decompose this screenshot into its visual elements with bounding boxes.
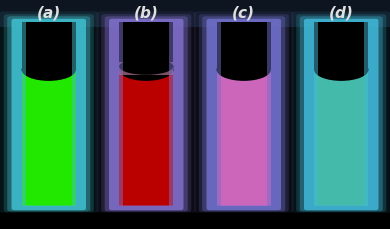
Bar <box>217 22 221 206</box>
Bar <box>217 70 271 206</box>
Ellipse shape <box>217 59 271 81</box>
FancyBboxPatch shape <box>194 11 293 213</box>
Bar <box>314 22 368 206</box>
Bar <box>217 22 271 206</box>
FancyBboxPatch shape <box>199 14 289 212</box>
Bar <box>72 22 76 206</box>
FancyBboxPatch shape <box>300 16 383 211</box>
Bar <box>22 70 76 206</box>
Text: (c): (c) <box>232 5 255 20</box>
FancyBboxPatch shape <box>7 16 90 211</box>
Ellipse shape <box>119 59 174 81</box>
Bar <box>119 70 174 206</box>
FancyBboxPatch shape <box>101 14 191 212</box>
Ellipse shape <box>119 58 174 75</box>
Bar <box>119 22 174 206</box>
Bar <box>0 0 390 27</box>
Bar <box>169 22 173 206</box>
FancyBboxPatch shape <box>96 11 196 213</box>
FancyBboxPatch shape <box>304 19 378 210</box>
Bar <box>217 205 271 206</box>
Bar <box>314 205 368 206</box>
Bar <box>314 22 318 206</box>
FancyBboxPatch shape <box>207 19 281 210</box>
Ellipse shape <box>21 59 76 81</box>
Bar <box>119 205 174 206</box>
Bar <box>364 22 368 206</box>
FancyBboxPatch shape <box>0 11 98 213</box>
FancyBboxPatch shape <box>105 16 188 211</box>
Text: (d): (d) <box>329 5 354 20</box>
Text: (b): (b) <box>134 5 159 20</box>
FancyBboxPatch shape <box>296 14 386 212</box>
Bar <box>22 205 76 206</box>
Bar <box>314 70 368 206</box>
Bar <box>22 22 26 206</box>
Ellipse shape <box>314 59 368 81</box>
Bar <box>267 22 271 206</box>
FancyBboxPatch shape <box>202 16 285 211</box>
Text: (a): (a) <box>37 5 61 20</box>
FancyBboxPatch shape <box>291 11 390 213</box>
Bar <box>119 22 123 206</box>
Bar <box>119 62 174 75</box>
Bar <box>22 22 76 206</box>
FancyBboxPatch shape <box>4 14 94 212</box>
FancyBboxPatch shape <box>12 19 86 210</box>
FancyBboxPatch shape <box>109 19 183 210</box>
